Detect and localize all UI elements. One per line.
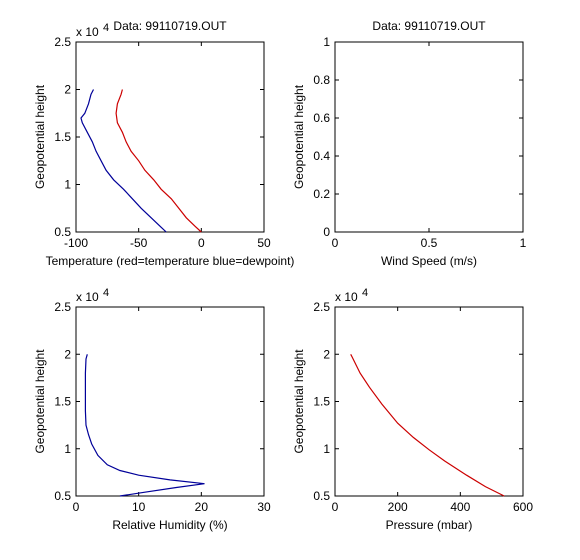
- axes-box: [334, 306, 524, 497]
- plot-title: Data: 99110719.OUT: [113, 19, 227, 33]
- subplot-1: -100 -50 0 50 0.5 1 1.5 2 2.5 x 10 4 Data: 99110719…: [33, 19, 294, 268]
- y-axis-label: Geopotential height: [33, 84, 47, 189]
- x-tick-label: 10: [132, 500, 146, 514]
- axes-box: [75, 306, 265, 497]
- x-axis-label: Temperature (red=temperature blue=dewpoi…: [46, 254, 295, 268]
- x-tick-label: 0: [332, 500, 339, 514]
- y-tick-label: 2.5: [54, 35, 71, 49]
- y-tick-label: 0.6: [313, 111, 330, 125]
- x-tick-label: 0: [332, 236, 339, 250]
- x-tick-label: 400: [450, 500, 470, 514]
- x-tick-label: 20: [195, 500, 209, 514]
- axes-box: [334, 41, 524, 233]
- y-multiplier: x 10: [335, 290, 358, 304]
- x-tick-label: 200: [388, 500, 408, 514]
- y-tick-label: 0.5: [54, 225, 71, 239]
- subplot-3: 0 10 20 30 0.5 1 1.5 2 2.5 x 10 4 Relative Humidity…: [33, 287, 271, 532]
- y-multiplier: x 10: [76, 290, 99, 304]
- series-line-1: [350, 354, 505, 497]
- y-tick-label: 2.5: [54, 300, 71, 314]
- y-tick-label: 1.5: [54, 395, 71, 409]
- y-axis-label: Geopotential height: [292, 349, 306, 454]
- y-tick-label: 1: [64, 442, 71, 456]
- y-tick-label: 2: [64, 347, 71, 361]
- y-axis-label: Geopotential height: [33, 349, 47, 454]
- y-axis-label: Geopotential height: [292, 84, 306, 189]
- series-line-1: [115, 89, 202, 233]
- y-tick-label: 0.8: [313, 73, 330, 87]
- y-tick-label: 0.2: [313, 187, 330, 201]
- x-axis-label: Wind Speed (m/s): [381, 254, 477, 268]
- y-tick-label: 0: [323, 225, 330, 239]
- axes-box: [75, 41, 265, 233]
- y-tick-label: 2: [64, 83, 71, 97]
- y-tick-label: 1: [323, 442, 330, 456]
- y-multiplier-exponent: 4: [362, 287, 368, 299]
- y-multiplier: x 10: [76, 25, 99, 39]
- y-tick-label: 2: [323, 347, 330, 361]
- y-tick-label: 1: [323, 35, 330, 49]
- plot-title: Data: 99110719.OUT: [372, 19, 486, 33]
- x-tick-label: -50: [130, 236, 148, 250]
- series-line-2: [80, 89, 167, 233]
- y-tick-label: 1.5: [54, 130, 71, 144]
- x-tick-label: 50: [257, 236, 271, 250]
- y-multiplier-exponent: 4: [103, 22, 109, 34]
- y-tick-label: 0.5: [54, 489, 71, 503]
- y-tick-label: 2.5: [313, 300, 330, 314]
- x-tick-label: 0.5: [421, 236, 438, 250]
- x-tick-label: 1: [520, 236, 527, 250]
- subplot-4: 0 200 400 600 0.5 1 1.5 2 2.5 x 10 4 Pressure (mbar…: [292, 287, 533, 532]
- y-tick-label: 1.5: [313, 395, 330, 409]
- x-axis-label: Relative Humidity (%): [112, 518, 227, 532]
- subplot-2: 0 0.5 1 0 0.2 0.4 0.6 0.8 1 Data: 99110719.OUT Win…: [292, 19, 527, 268]
- y-multiplier-exponent: 4: [103, 287, 109, 299]
- y-tick-label: 0.4: [313, 149, 330, 163]
- x-tick-label: 30: [257, 500, 271, 514]
- x-tick-label: -100: [64, 236, 88, 250]
- x-tick-label: 0: [73, 500, 80, 514]
- y-tick-label: 0.5: [313, 489, 330, 503]
- x-axis-label: Pressure (mbar): [386, 518, 473, 532]
- series-line-1: [84, 354, 205, 497]
- x-tick-label: 0: [198, 236, 205, 250]
- x-tick-label: 600: [513, 500, 533, 514]
- y-tick-label: 1: [64, 178, 71, 192]
